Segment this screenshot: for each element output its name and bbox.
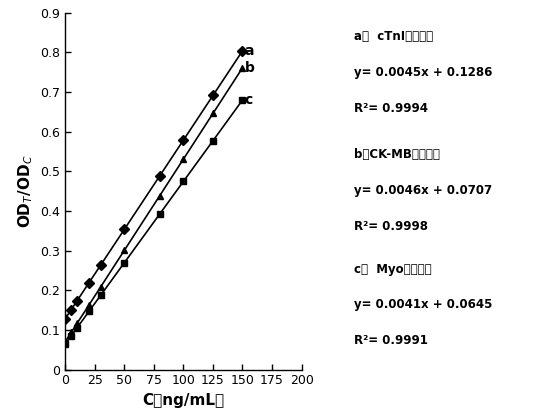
Text: c：  Myo标准曲线: c： Myo标准曲线 bbox=[354, 262, 431, 276]
Text: a: a bbox=[245, 44, 255, 58]
Y-axis label: OD$_T$/OD$_C$: OD$_T$/OD$_C$ bbox=[16, 155, 35, 228]
Text: y= 0.0041x + 0.0645: y= 0.0041x + 0.0645 bbox=[354, 298, 492, 311]
Text: R²= 0.9998: R²= 0.9998 bbox=[354, 220, 428, 233]
Text: y= 0.0046x + 0.0707: y= 0.0046x + 0.0707 bbox=[354, 184, 492, 197]
Text: y= 0.0045x + 0.1286: y= 0.0045x + 0.1286 bbox=[354, 66, 492, 79]
Text: b：CK-MB标准曲线: b：CK-MB标准曲线 bbox=[354, 148, 440, 161]
Text: R²= 0.9991: R²= 0.9991 bbox=[354, 334, 428, 347]
Text: a：  cTnI标准曲线: a： cTnI标准曲线 bbox=[354, 31, 432, 43]
Text: b: b bbox=[245, 61, 255, 75]
Text: R²= 0.9994: R²= 0.9994 bbox=[354, 102, 428, 115]
X-axis label: C（ng/mL）: C（ng/mL） bbox=[143, 393, 225, 408]
Text: c: c bbox=[245, 93, 253, 107]
